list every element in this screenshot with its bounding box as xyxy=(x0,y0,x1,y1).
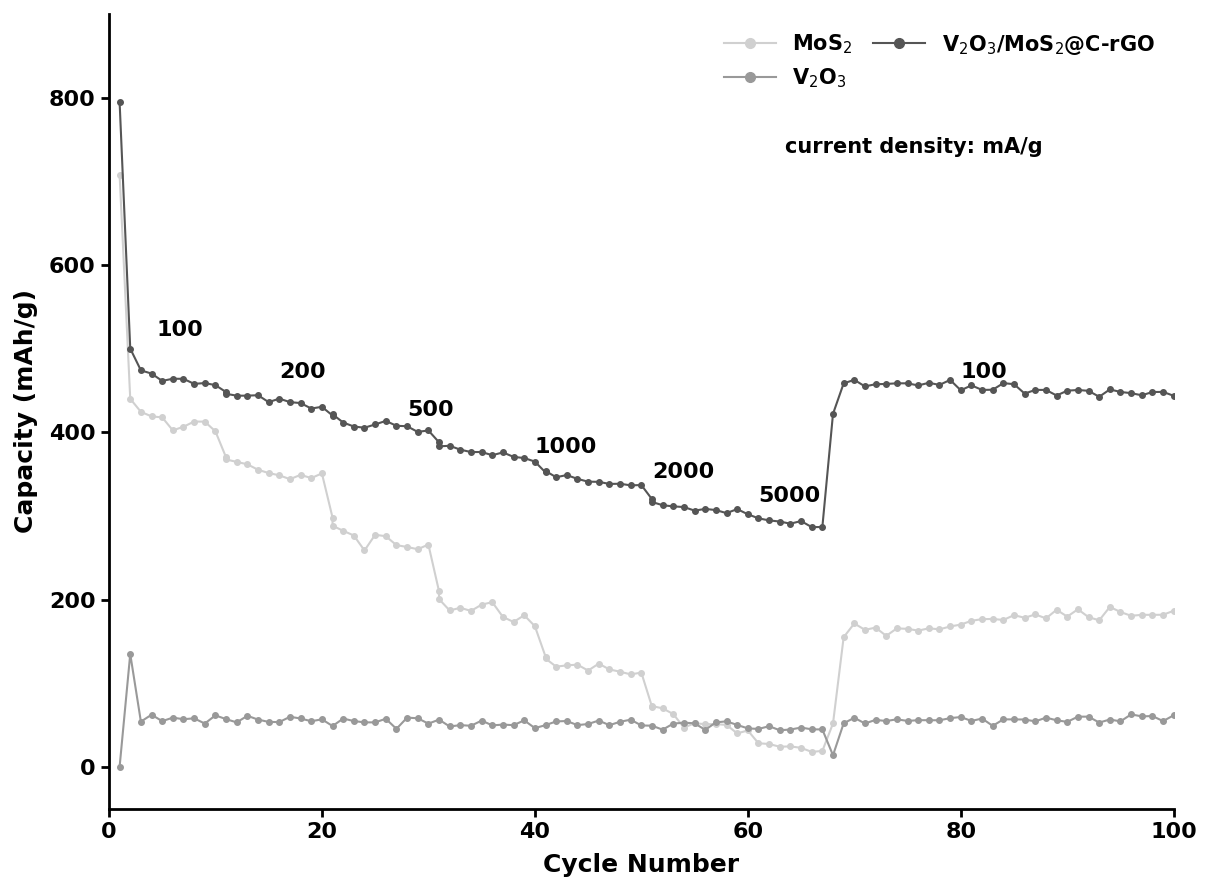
Text: 5000: 5000 xyxy=(758,486,821,506)
Text: 100: 100 xyxy=(157,320,203,340)
Text: 500: 500 xyxy=(407,400,454,420)
Text: 100: 100 xyxy=(960,362,1008,382)
X-axis label: Cycle Number: Cycle Number xyxy=(544,853,740,877)
Y-axis label: Capacity (mAh/g): Capacity (mAh/g) xyxy=(13,290,38,534)
Text: current density: mA/g: current density: mA/g xyxy=(785,137,1043,157)
Text: 1000: 1000 xyxy=(535,437,597,457)
Text: 2000: 2000 xyxy=(652,462,714,482)
Legend: MoS$_2$, V$_2$O$_3$, V$_2$O$_3$/MoS$_2$@C-rGO: MoS$_2$, V$_2$O$_3$, V$_2$O$_3$/MoS$_2$@… xyxy=(716,24,1164,99)
Text: 200: 200 xyxy=(280,362,326,382)
